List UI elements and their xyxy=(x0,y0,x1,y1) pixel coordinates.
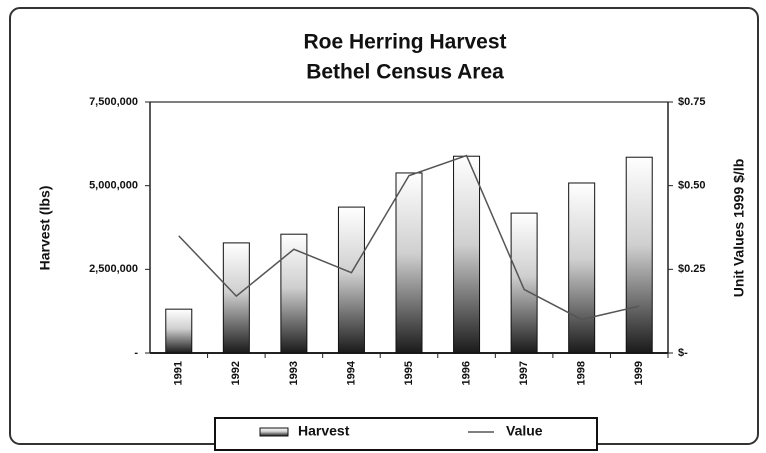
x-tick-label: 1997 xyxy=(518,361,530,385)
y2-tick-label: $- xyxy=(678,347,688,359)
chart-subtitle: Bethel Census Area xyxy=(306,61,504,84)
y-axis-label: Harvest (lbs) xyxy=(37,186,53,271)
x-tick-label: 1994 xyxy=(345,360,357,385)
x-tick-label: 1995 xyxy=(403,361,415,385)
bar xyxy=(280,233,308,354)
y-tick-label: - xyxy=(134,347,138,359)
x-tick-label: 1992 xyxy=(230,361,242,385)
bar xyxy=(510,212,538,354)
y2-tick-label: $0.75 xyxy=(678,96,706,108)
bar xyxy=(453,155,481,354)
y-tick-label: 2,500,000 xyxy=(89,263,138,275)
y2-tick-label: $0.50 xyxy=(678,180,706,192)
y-tick-label: 5,000,000 xyxy=(89,180,138,192)
legend-label: Value xyxy=(506,423,543,439)
x-tick-label: 1998 xyxy=(576,361,588,385)
bar xyxy=(568,182,596,354)
x-tick-label: 1991 xyxy=(173,361,185,385)
value-line xyxy=(178,154,640,321)
bar xyxy=(222,242,250,354)
y2-tick-label: $0.25 xyxy=(678,263,706,275)
legend-label: Harvest xyxy=(298,423,350,439)
chart-title: Roe Herring Harvest xyxy=(303,31,506,54)
x-tick-label: 1999 xyxy=(633,361,645,385)
y2-axis-label: Unit Values 1999 $/lb xyxy=(731,159,747,298)
bar xyxy=(165,308,193,354)
bar xyxy=(395,172,423,354)
x-tick-label: 1993 xyxy=(288,361,300,385)
legend-swatch xyxy=(259,427,289,437)
bar xyxy=(337,206,365,354)
x-tick-label: 1996 xyxy=(460,361,472,385)
bar xyxy=(625,156,653,354)
y-tick-label: 7,500,000 xyxy=(89,96,138,108)
